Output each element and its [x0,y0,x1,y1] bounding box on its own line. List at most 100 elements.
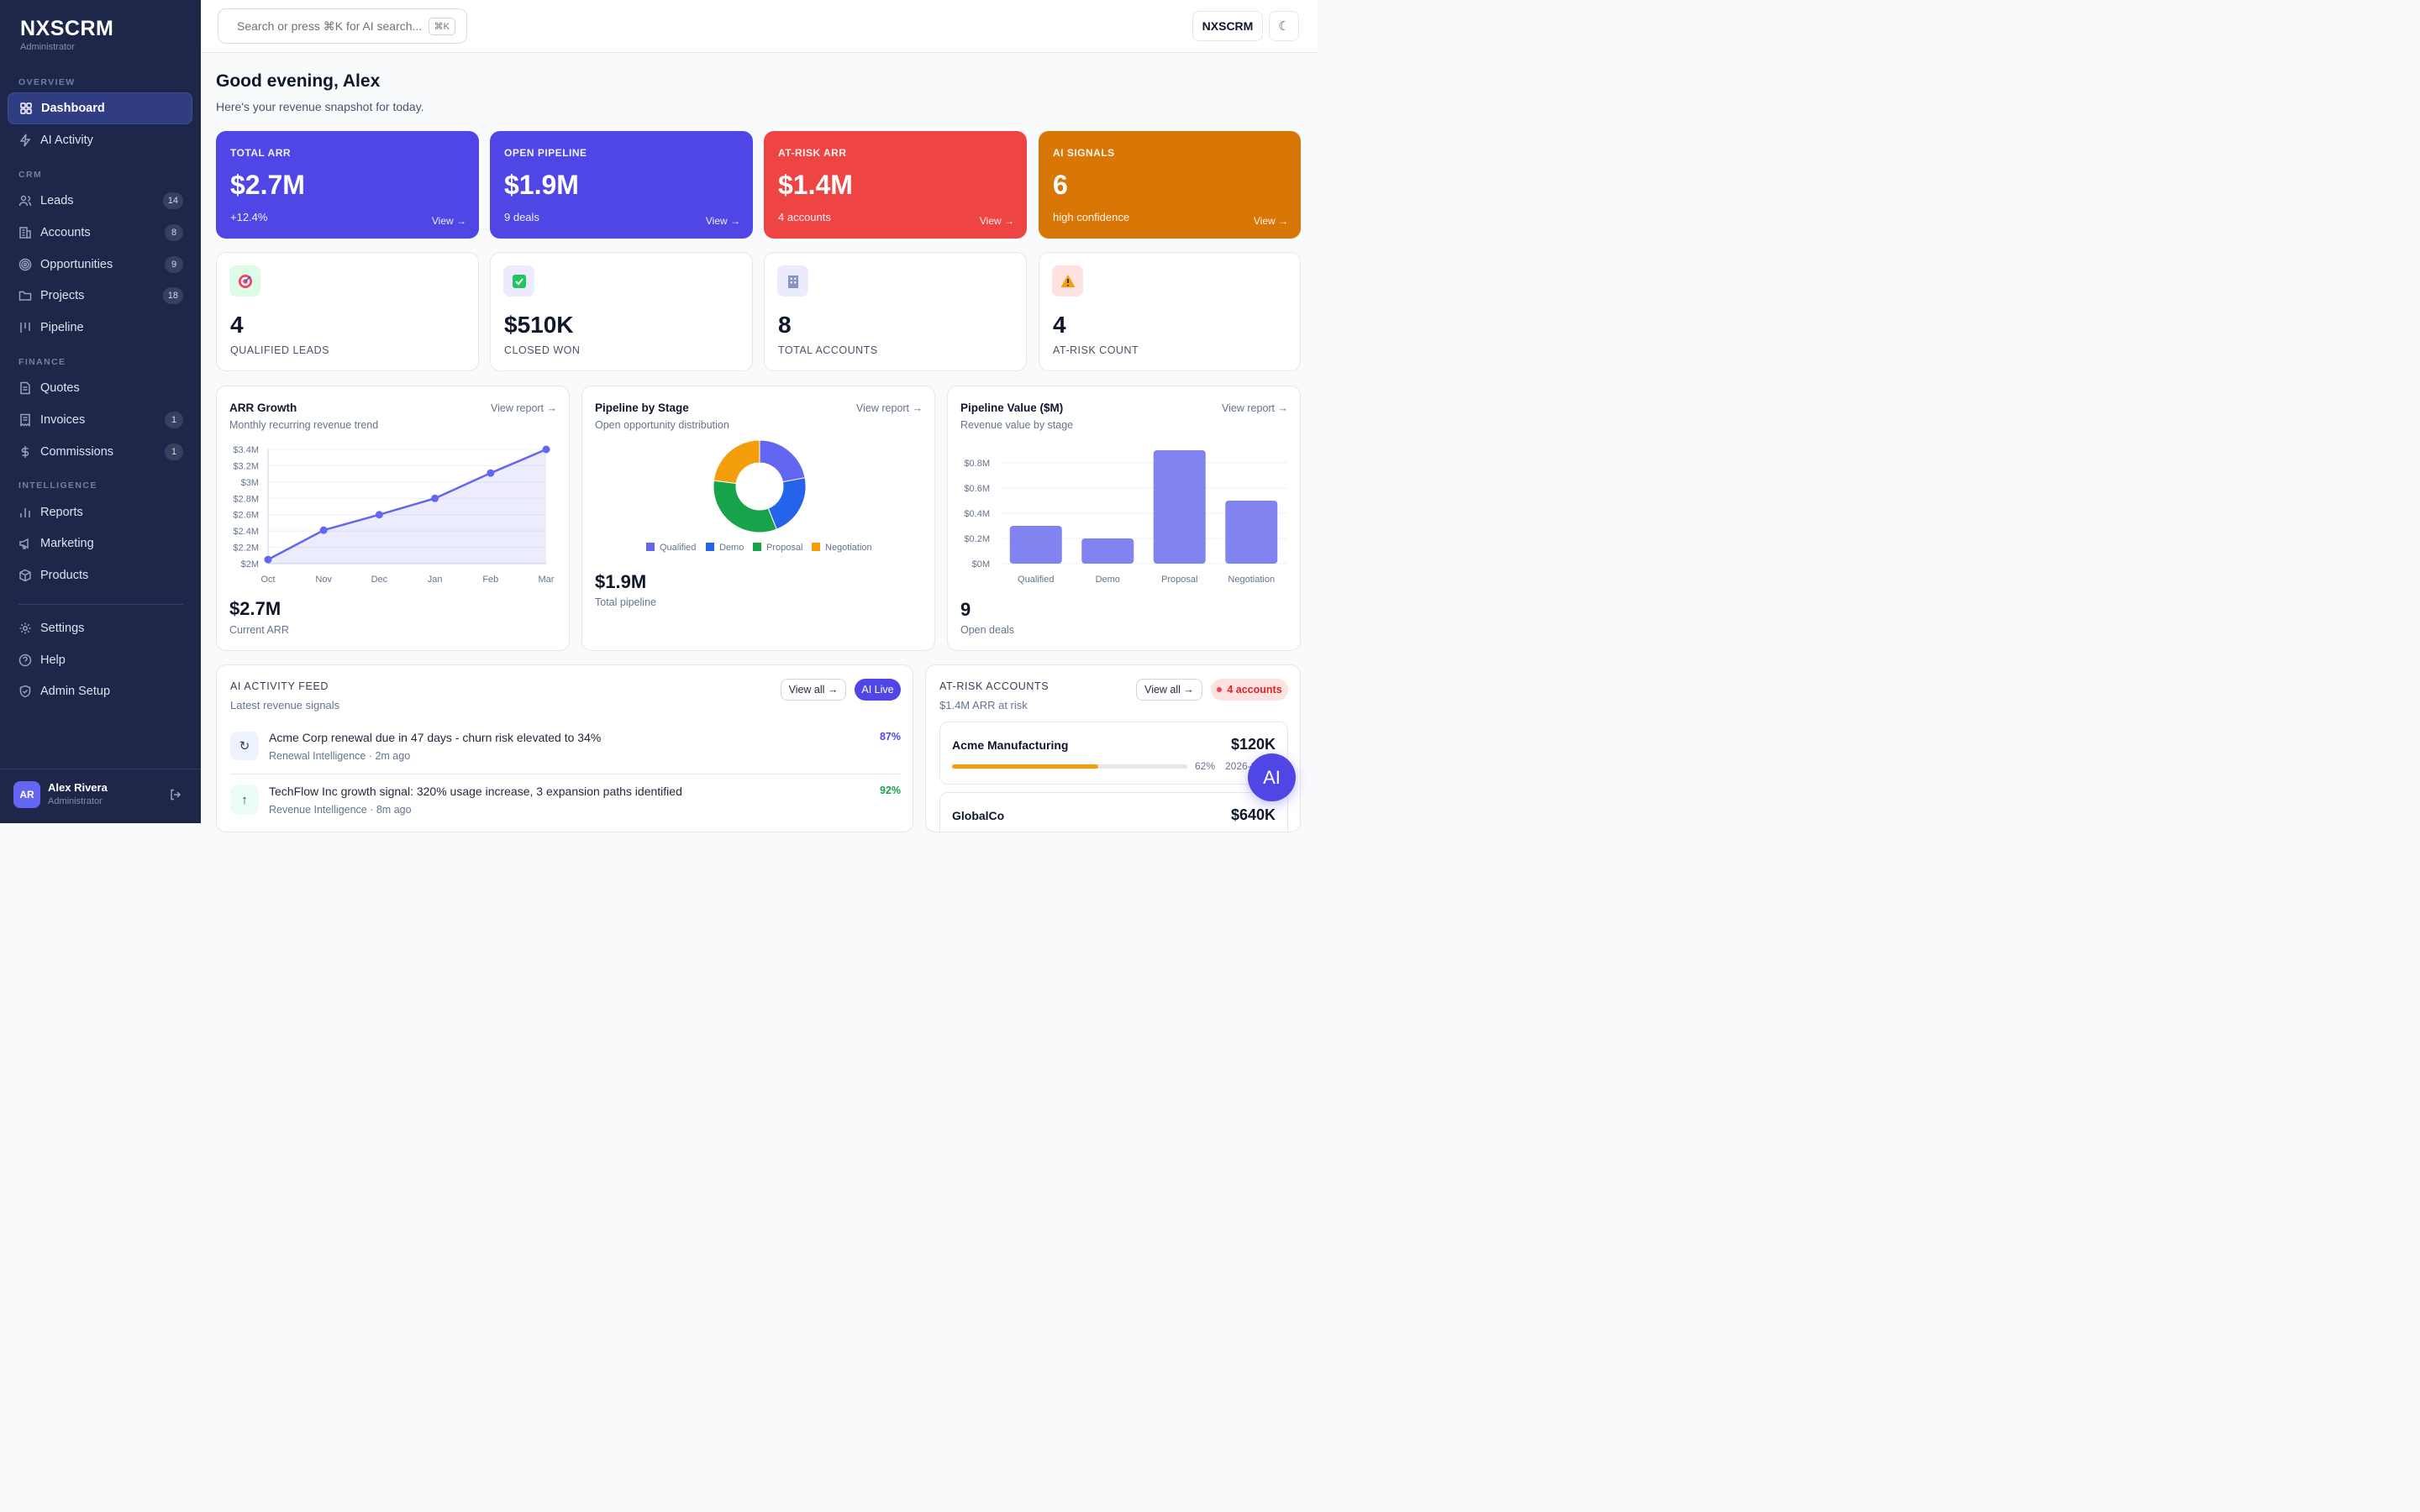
view-report-link[interactable]: View report → [491,402,557,414]
sidebar-item-help[interactable]: Help [8,644,192,676]
sidebar-item-quotes[interactable]: Quotes [8,372,192,404]
stat-closed-won[interactable]: $510K CLOSED WON [490,252,753,371]
pie-slice [759,439,806,483]
sidebar-item-ai-activity[interactable]: AI Activity [8,124,192,156]
sidebar-item-opportunities[interactable]: Opportunities 9 [8,249,192,281]
check-icon [503,265,534,297]
stat-label: CLOSED WON [504,344,581,356]
building-icon [777,265,808,297]
kpi-total-arr[interactable]: TOTAL ARR $2.7M +12.4% View → [216,131,479,239]
workspace-button[interactable]: NXSCRM [1192,11,1263,41]
data-point [431,494,439,502]
kpi-view-link[interactable]: View → [1253,215,1288,227]
count-badge: 1 [165,412,183,428]
bar [1009,526,1062,564]
view-report-link[interactable]: View report → [856,402,923,414]
count-badge: 9 [165,256,183,273]
confidence-score: 87% [879,731,901,743]
logout-icon[interactable] [169,788,182,801]
card-metric-label: Open deals [960,624,1014,636]
warning-icon [1052,265,1083,297]
pipeline-icon [18,321,32,334]
moon-icon[interactable]: ☾ [1269,11,1299,41]
kpi-sub: 4 accounts [778,211,831,223]
page-subtitle: Here's your revenue snapshot for today. [216,100,424,113]
sidebar-item-label: Admin Setup [40,685,111,698]
sidebar-item-pipeline[interactable]: Pipeline [8,312,192,344]
data-point [264,555,272,564]
stat-qualified-leads[interactable]: 4 QUALIFIED LEADS [216,252,479,371]
kpi-open-pipeline[interactable]: OPEN PIPELINE $1.9M 9 deals View → [490,131,753,239]
y-tick-label: $3M [241,478,259,488]
y-tick-label: $2M [241,559,259,570]
panel-subtitle: $1.4M ARR at risk [939,699,1028,711]
risk-account-row[interactable]: Acme Manufacturing $120K 62% 2026-0 [939,722,1288,785]
panel-title: AT-RISK ACCOUNTS [939,680,1050,692]
count-badge: 8 [165,224,183,241]
kpi-value: 6 [1053,170,1068,200]
sidebar-item-accounts[interactable]: Accounts 8 [8,217,192,249]
data-point [319,526,328,534]
sidebar-item-commissions[interactable]: Commissions 1 [8,436,192,468]
ai-assistant-button[interactable]: AI [1248,753,1296,801]
kpi-at-risk-arr[interactable]: AT-RISK ARR $1.4M 4 accounts View → [764,131,1027,239]
sidebar-item-projects[interactable]: Projects 18 [8,280,192,312]
sidebar-item-leads[interactable]: Leads 14 [8,185,192,217]
view-all-button[interactable]: View all → [1136,679,1202,701]
gear-icon [18,622,32,635]
app-logo[interactable]: NXSCRM [20,17,114,40]
y-tick-label: $3.2M [233,461,259,471]
view-all-button[interactable]: View all → [781,679,846,701]
kpi-value: $1.9M [504,170,579,200]
x-tick-label: Nov [315,575,332,585]
avatar[interactable]: AR [13,781,40,808]
card-title: Pipeline by Stage [595,402,689,414]
sidebar-item-settings[interactable]: Settings [8,612,192,644]
stat-label: AT-RISK COUNT [1053,344,1139,356]
search-input[interactable]: Search or press ⌘K for AI search... ⌘K [218,8,467,44]
kpi-ai-signals[interactable]: AI SIGNALS 6 high confidence View → [1039,131,1301,239]
sidebar-item-reports[interactable]: Reports [8,496,192,528]
badge-label: 4 accounts [1227,684,1282,696]
card-subtitle: Monthly recurring revenue trend [229,419,379,431]
sidebar-item-label: Dashboard [41,102,105,115]
risk-account-row[interactable]: GlobalCo $640K [939,792,1288,832]
data-point [375,511,383,519]
y-tick-label: $2.2M [233,543,259,554]
sidebar-item-invoices[interactable]: Invoices 1 [8,404,192,436]
pie-slice [713,439,760,485]
stat-value: 8 [778,312,792,338]
sidebar-item-dashboard[interactable]: Dashboard [8,92,192,124]
sidebar-item-label: Accounts [40,226,91,239]
view-report-link[interactable]: View report → [1222,402,1288,414]
legend-swatch [646,543,655,551]
count-badge: 1 [165,444,183,460]
search-placeholder: Search or press ⌘K for AI search... [237,18,423,33]
sidebar-item-products[interactable]: Products [8,559,192,591]
sidebar-item-label: Quotes [40,381,80,395]
kpi-view-link[interactable]: View → [705,215,740,227]
count-badge: 18 [162,287,183,304]
feed-item-text: TechFlow Inc growth signal: 320% usage i… [269,785,682,798]
kpi-view-link[interactable]: View → [431,215,466,227]
sidebar-item-admin-setup[interactable]: Admin Setup [8,675,192,707]
stat-at-risk-count[interactable]: 4 AT-RISK COUNT [1039,252,1301,371]
card-subtitle: Revenue value by stage [960,419,1074,431]
kpi-view-link[interactable]: View → [979,215,1014,227]
kpi-sub: 9 deals [504,211,539,223]
count-badge: 14 [162,192,183,209]
card-metric: 9 [960,599,971,620]
sidebar-item-label: Pipeline [40,321,84,334]
sidebar-item-marketing[interactable]: Marketing [8,528,192,559]
y-tick-label: $2.4M [233,527,259,537]
ai-live-badge[interactable]: AI Live [855,679,901,701]
stat-total-accounts[interactable]: 8 TOTAL ACCOUNTS [764,252,1027,371]
legend-swatch [753,543,761,551]
sidebar-item-label: Products [40,569,89,582]
kpi-value: $1.4M [778,170,853,200]
sidebar: NXSCRM Administrator OVERVIEW Dashboard … [0,0,201,823]
sidebar-divider [18,604,183,605]
megaphone-icon [18,537,32,550]
user-panel: AR Alex Rivera Administrator [0,769,201,823]
kpi-label: AT-RISK ARR [778,147,847,159]
